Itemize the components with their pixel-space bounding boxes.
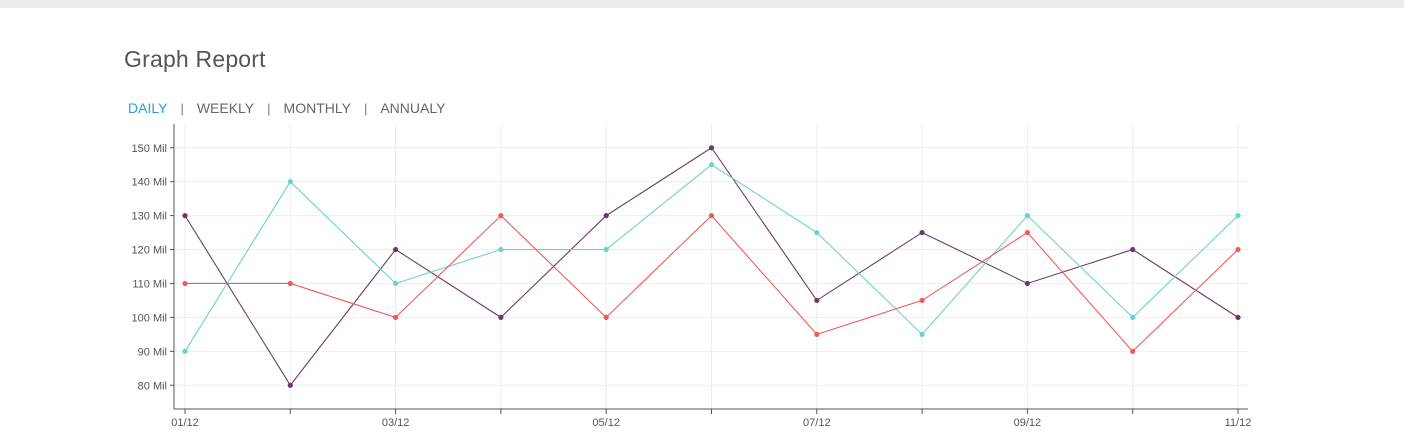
data-point-series-2 xyxy=(287,179,293,185)
y-tick-label: 130 Mil xyxy=(132,211,167,223)
data-point-series-1 xyxy=(1235,314,1241,320)
data-point-series-3 xyxy=(1024,229,1030,236)
data-point-series-2 xyxy=(393,280,399,287)
x-tick-label: 11/12 xyxy=(1225,417,1252,429)
data-point-series-3 xyxy=(498,213,504,219)
data-point-series-2 xyxy=(603,246,609,253)
data-point-series-1 xyxy=(287,382,293,388)
tab-weekly[interactable]: WEEKLY xyxy=(196,100,255,116)
data-point-series-3 xyxy=(287,280,293,287)
data-point-series-1 xyxy=(1024,280,1030,287)
data-point-series-3 xyxy=(814,331,820,337)
y-tick-label: 100 Mil xyxy=(132,312,167,324)
x-tick-label: 05/12 xyxy=(592,417,620,429)
data-point-series-3 xyxy=(1235,246,1241,253)
y-tick-label: 120 Mil xyxy=(132,245,167,257)
x-tick-label: 09/12 xyxy=(1014,417,1042,429)
data-point-series-3 xyxy=(603,314,609,320)
period-tabs: DAILY | WEEKLY | MONTHLY | ANNUALY xyxy=(128,100,445,116)
y-tick-label: 140 Mil xyxy=(132,177,167,189)
series-points xyxy=(182,145,1241,388)
top-bar xyxy=(0,0,1404,8)
data-point-series-2 xyxy=(919,331,925,337)
data-point-series-3 xyxy=(1130,348,1136,354)
data-point-series-1 xyxy=(393,246,399,253)
tab-monthly[interactable]: MONTHLY xyxy=(283,100,351,116)
tab-separator: | xyxy=(363,100,368,116)
data-point-series-1 xyxy=(919,229,925,236)
x-tick-label: 07/12 xyxy=(803,417,831,429)
data-point-series-1 xyxy=(1130,246,1136,253)
data-point-series-1 xyxy=(708,145,715,151)
data-point-series-3 xyxy=(393,314,399,320)
chart-axes xyxy=(170,124,1248,414)
data-point-series-2 xyxy=(498,246,504,253)
data-point-series-1 xyxy=(498,314,504,320)
y-tick-label: 80 Mil xyxy=(138,380,167,392)
tab-daily[interactable]: DAILY xyxy=(128,100,168,116)
tab-separator: | xyxy=(180,100,184,116)
y-axis-labels: 80 Mil 90 Mil 100 Mil 110 Mil 120 Mil 130 Mil… xyxy=(132,143,167,393)
data-point-series-2 xyxy=(814,229,820,236)
y-tick-label: 110 Mil xyxy=(132,278,167,290)
data-point-series-2 xyxy=(1130,314,1136,320)
data-point-series-3 xyxy=(182,280,188,287)
data-point-series-2 xyxy=(182,348,188,354)
data-point-series-1 xyxy=(814,297,820,304)
y-tick-label: 150 Mil xyxy=(132,143,167,155)
data-point-series-2 xyxy=(708,162,715,168)
tab-annualy[interactable]: ANNUALY xyxy=(380,100,446,116)
data-point-series-1 xyxy=(182,213,188,219)
page-title: Graph Report xyxy=(124,46,266,72)
data-point-series-2 xyxy=(1024,213,1030,219)
data-point-series-3 xyxy=(708,213,715,219)
x-tick-label: 03/12 xyxy=(382,417,410,429)
x-tick-label: 01/12 xyxy=(171,417,199,429)
data-point-series-2 xyxy=(1235,213,1241,219)
tab-separator: | xyxy=(267,100,271,116)
y-tick-label: 90 Mil xyxy=(138,346,167,358)
data-point-series-3 xyxy=(919,297,925,304)
x-axis-labels: 01/12 03/12 05/12 07/12 09/12 11/12 xyxy=(171,417,1251,429)
data-point-series-1 xyxy=(603,213,609,219)
